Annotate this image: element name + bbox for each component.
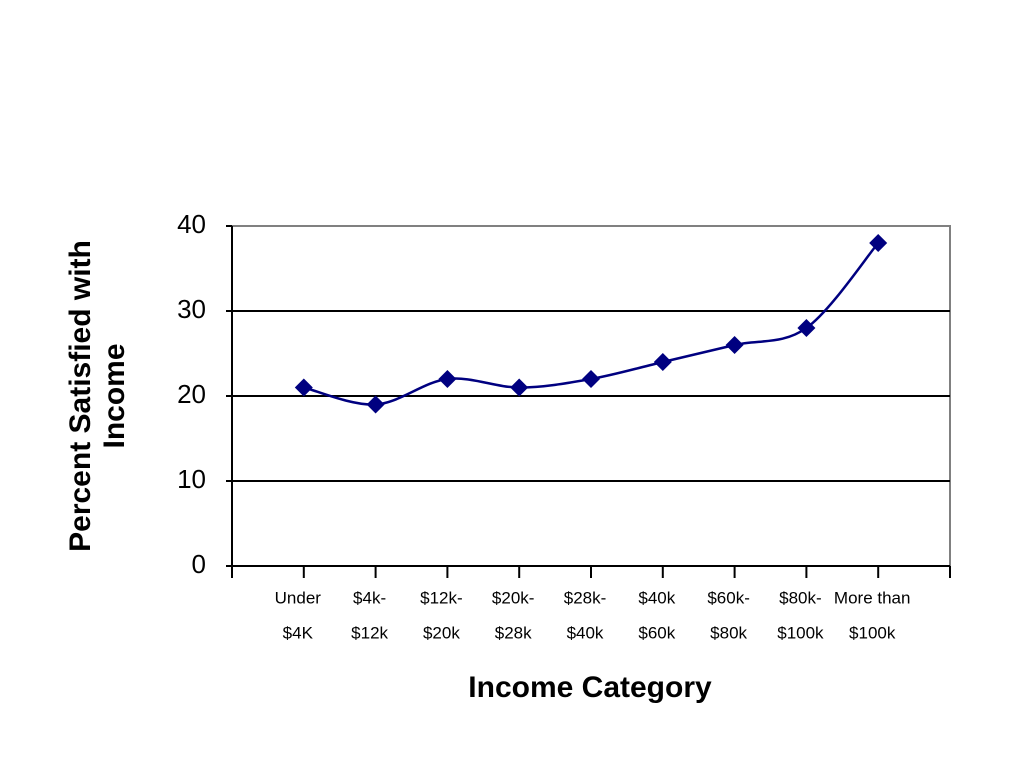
x-tick-label: More than	[834, 588, 911, 607]
x-tick-label: $12k-	[420, 588, 463, 607]
x-tick-label: $4K	[283, 623, 314, 642]
x-tick-label: $28k-	[564, 588, 607, 607]
y-tick-label: 20	[177, 379, 206, 409]
y-tick-label: 30	[177, 294, 206, 324]
x-tick-label: $60k-	[707, 588, 750, 607]
x-tick-label: $40k	[638, 588, 675, 607]
x-tick-label: $12k	[351, 623, 388, 642]
x-tick-label: $20k	[423, 623, 460, 642]
data-point	[438, 370, 457, 388]
x-tick-label: $80k-	[779, 588, 822, 607]
data-point	[510, 378, 529, 397]
x-tick-label: $80k	[710, 623, 747, 642]
data-point	[653, 353, 672, 371]
y-tick-label: 0	[192, 549, 206, 579]
data-point	[582, 370, 600, 388]
data-point	[797, 319, 816, 337]
y-axis-title-line: Percent Satisfied with	[64, 240, 97, 552]
data-point	[725, 336, 744, 354]
y-tick-label: 40	[177, 209, 206, 239]
x-tick-label: $60k	[638, 623, 675, 642]
x-tick-label: $100k	[777, 623, 824, 642]
data-point	[366, 395, 385, 414]
x-tick-label: $28k	[495, 623, 532, 642]
y-tick-label: 10	[177, 464, 206, 494]
x-tick-label: $20k-	[492, 588, 535, 607]
x-axis-title: Income Category	[468, 671, 712, 704]
data-point	[294, 378, 313, 397]
y-axis-title-line: Income	[98, 343, 131, 448]
x-tick-label: $100k	[849, 623, 896, 642]
y-axis-title: Percent Satisfied with Income	[64, 240, 131, 552]
data-point	[869, 234, 888, 252]
x-tick-label: $4k-	[353, 588, 386, 607]
x-tick-label: $40k	[567, 623, 604, 642]
x-tick-label: Under	[275, 588, 322, 607]
